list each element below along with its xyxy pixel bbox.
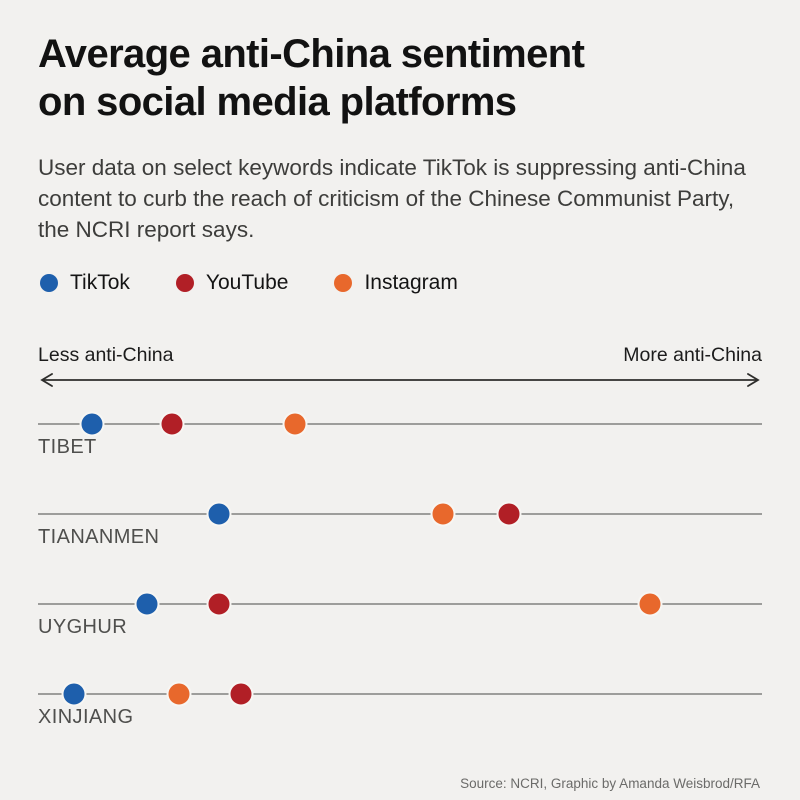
legend-item-youtube: YouTube (175, 271, 289, 295)
row-label: TIANANMEN (38, 526, 160, 548)
row-line (38, 693, 762, 695)
legend-label: Instagram (364, 271, 458, 294)
tiktok-dot (206, 501, 232, 527)
page-title: Average anti-China sentiment on social m… (38, 30, 758, 126)
row-label: UYGHUR (38, 616, 128, 638)
youtube-dot (496, 501, 522, 527)
title-line-2: on social media platforms (38, 80, 517, 124)
legend-label: YouTube (205, 271, 289, 294)
legend-item-tiktok: TikTok (40, 271, 130, 295)
youtube-dot (159, 411, 185, 437)
legend-label: TikTok (70, 271, 130, 294)
tiktok-dot (134, 591, 160, 617)
source-credit: Source: NCRI, Graphic by Amanda Weisbrod… (460, 776, 760, 791)
tiktok-legend-dot-icon (40, 274, 58, 292)
tiktok-dot (61, 681, 87, 707)
row-label: XINJIANG (38, 706, 134, 728)
instagram-dot (166, 681, 192, 707)
youtube-legend-dot-icon (175, 274, 194, 292)
subtitle: User data on select keywords indicate Ti… (38, 155, 746, 242)
row-line (38, 603, 762, 605)
axis-label-more: More anti-China (623, 344, 762, 366)
chart-row-uyghur: UYGHUR (38, 591, 762, 693)
double-arrow-icon (40, 373, 760, 387)
chart-row-xinjiang: XINJIANG (38, 681, 762, 783)
youtube-dot (228, 681, 254, 707)
axis-arrow-wrap (38, 372, 762, 388)
legend-item-instagram: Instagram (334, 271, 458, 295)
axis-labels: Less anti-China More anti-China (38, 344, 762, 367)
instagram-legend-dot-icon (334, 274, 353, 292)
instagram-dot (430, 501, 456, 527)
axis-header: Less anti-China More anti-China (38, 344, 762, 388)
youtube-dot (206, 591, 232, 617)
title-line-1: Average anti-China sentiment (38, 32, 585, 76)
row-label: TIBET (38, 436, 97, 458)
axis-label-less: Less anti-China (38, 344, 174, 366)
row-line (38, 513, 762, 515)
chart-rows: TIBET TIANANMEN UYGHUR XINJIANG (38, 411, 762, 783)
row-line (38, 423, 762, 425)
chart-row-tiananmen: TIANANMEN (38, 501, 762, 603)
instagram-dot (282, 411, 308, 437)
chart-row-tibet: TIBET (38, 411, 762, 513)
tiktok-dot (79, 411, 105, 437)
instagram-dot (637, 591, 663, 617)
legend: TikTok YouTube Instagram (40, 271, 458, 295)
